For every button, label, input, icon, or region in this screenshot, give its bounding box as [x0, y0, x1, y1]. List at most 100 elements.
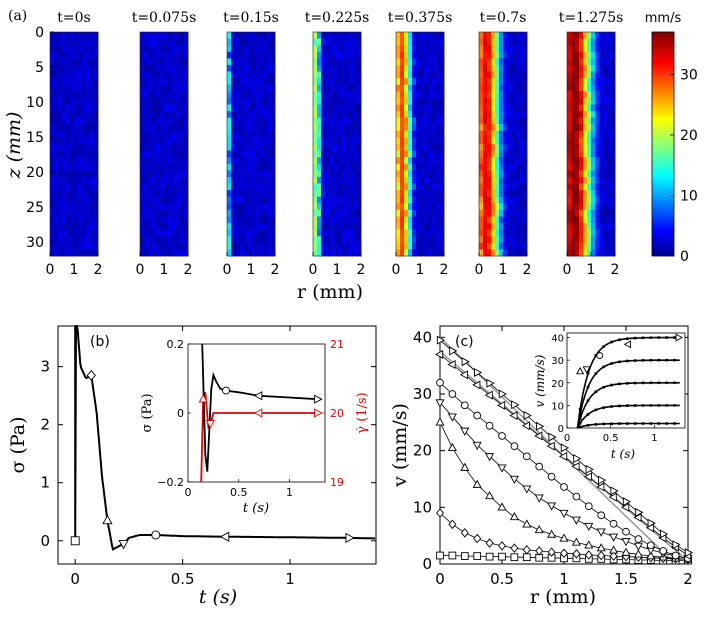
heatmap-cell: [152, 117, 157, 125]
heatmap-cell: [487, 78, 492, 86]
inset-velocity-point: [633, 359, 637, 362]
heatmap-cell: [317, 144, 322, 151]
inset-b-y-right-label: γ̇ (1/s): [355, 392, 370, 433]
heatmap-cell: [495, 150, 500, 158]
heatmap-cell: [428, 51, 433, 59]
heatmap-cell: [587, 190, 592, 198]
velocity-point: [447, 413, 457, 422]
heatmap-cell: [396, 163, 401, 171]
heatmap-cell: [579, 78, 584, 86]
heatmap-cell: [231, 216, 236, 224]
heatmap-cell: [515, 216, 520, 224]
heatmap-cell: [325, 91, 330, 99]
heatmap-cell: [440, 183, 445, 191]
heatmap-cell: [424, 64, 429, 72]
heatmap-cell: [184, 216, 189, 224]
heatmap-cell: [349, 249, 354, 257]
heatmap-cell: [345, 203, 350, 211]
heatmap-cell: [321, 176, 326, 184]
heatmap-cell: [341, 223, 346, 231]
heatmap-cell: [579, 229, 584, 237]
velocity-point: [609, 519, 618, 528]
heatmap-cell: [317, 163, 322, 171]
heatmap-cell: [571, 216, 576, 224]
heatmap-cell: [420, 216, 425, 224]
heatmap-cell: [267, 78, 272, 86]
heatmap-cell: [515, 144, 520, 151]
heatmap-cell: [337, 190, 342, 198]
heatmap-cell: [54, 209, 59, 217]
heatmap-cell: [172, 249, 177, 257]
heatmap-cell: [70, 157, 75, 165]
heatmap-cell: [321, 91, 326, 99]
velocity-point: [435, 399, 445, 408]
heatmap-cell: [140, 223, 145, 231]
heatmap-cell: [227, 150, 232, 158]
inset-marker: [576, 366, 585, 375]
heatmap-cell: [404, 64, 409, 72]
heatmap-cell: [227, 137, 232, 145]
heatmap-cell: [408, 51, 413, 59]
heatmap-cell: [140, 38, 145, 46]
inset-marker: [675, 333, 683, 342]
heatmap-cell: [50, 78, 55, 86]
heatmap-cell: [515, 203, 520, 211]
heatmap-cell: [440, 203, 445, 211]
heatmap-cell: [428, 111, 433, 119]
heatmap-cell: [329, 249, 334, 257]
heatmap-cell: [420, 196, 425, 204]
inset-velocity-point: [673, 422, 676, 425]
heatmap-cell: [74, 236, 79, 244]
heatmap-cell: [404, 157, 409, 165]
heatmap-cell: [271, 117, 276, 125]
heatmap-cell: [583, 32, 588, 39]
heatmap-cell: [567, 137, 572, 145]
heatmap-cell: [345, 196, 350, 204]
inset-velocity-point: [610, 383, 613, 387]
heatmap-cell: [499, 117, 504, 125]
heatmap-cell: [90, 64, 95, 72]
heatmap-cell: [432, 130, 437, 138]
heatmap-cell: [271, 163, 276, 171]
heatmap-cell: [428, 130, 433, 138]
heatmap-cell: [571, 229, 576, 237]
heatmap-cell: [78, 32, 83, 39]
heatmap-cell: [239, 196, 244, 204]
inset-velocity-point: [618, 360, 621, 364]
heatmap-cell: [412, 78, 417, 86]
heatmap-cell: [267, 157, 272, 165]
heatmap-cell: [180, 203, 185, 211]
heatmap-cell: [168, 104, 173, 112]
heatmap-cell: [333, 223, 338, 231]
heatmap-cell: [575, 38, 580, 46]
heatmap-cell: [247, 111, 252, 119]
heatmap-cell: [251, 242, 256, 250]
heatmap-cell: [239, 45, 244, 53]
heatmap-cell: [247, 209, 252, 217]
heatmap-cell: [595, 216, 600, 224]
heatmap-cell: [420, 71, 425, 79]
heatmap-cell: [571, 209, 576, 217]
heatmap-cell: [144, 111, 149, 119]
heatmap-cell: [503, 97, 508, 105]
heatmap-cell: [424, 176, 429, 184]
heatmap-cell: [313, 249, 318, 257]
heatmap-cell: [82, 229, 87, 237]
heatmap-cell: [74, 64, 79, 72]
heatmap-cell: [184, 104, 189, 112]
heatmap-cell: [567, 170, 572, 178]
heatmap-cell: [231, 229, 236, 237]
heatmap-cell: [404, 117, 409, 125]
heatmap-cell: [591, 84, 596, 92]
heatmap-cell: [519, 51, 524, 59]
heatmap-cell: [396, 91, 401, 99]
heatmap-cell: [235, 104, 240, 112]
x-tick-label: 0: [392, 262, 401, 278]
heatmap-cell: [325, 190, 330, 198]
heatmap-cell: [611, 242, 616, 250]
heatmap-cell: [519, 170, 524, 178]
velocity-point: [597, 511, 606, 520]
velocity-point: [560, 443, 570, 453]
heatmap-cell: [164, 150, 169, 158]
